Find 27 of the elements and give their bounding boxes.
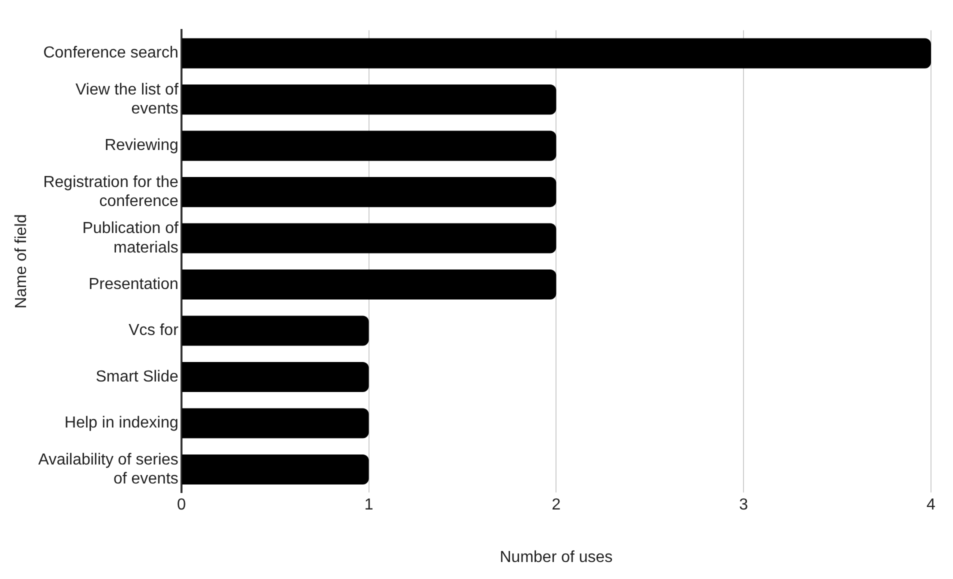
y-tick-label: View the list of events [76,81,179,118]
y-tick-label: Availability of series of events [38,451,178,488]
x-tick-label: 2 [552,496,561,514]
y-tick-label: Smart Slide [96,368,179,386]
y-tick-label: Publication of materials [82,220,179,256]
y-axis-title: Name of field [13,214,30,309]
bar [182,38,931,68]
y-tick-label: Reviewing [104,137,178,154]
x-tick-label: 4 [926,496,936,514]
x-tick-label: 0 [176,496,186,514]
bar [182,177,556,208]
bar [182,408,369,438]
bar [182,316,369,346]
y-tick-label: Vcs for [128,322,180,340]
x-tick-label: 1 [364,496,374,514]
bar [182,454,369,485]
y-tick-label: Conference search [43,44,178,62]
x-axis-title: Number of uses [500,548,613,566]
bar [182,130,556,161]
x-tick-label: 3 [739,496,748,514]
bar [182,84,556,115]
bar [182,223,556,254]
y-tick-label: Help in indexing [64,414,178,432]
bar [182,362,369,392]
y-tick-label: Registration for the conference [43,174,179,210]
bar [182,269,556,300]
y-tick-label: Presentation [88,276,178,293]
